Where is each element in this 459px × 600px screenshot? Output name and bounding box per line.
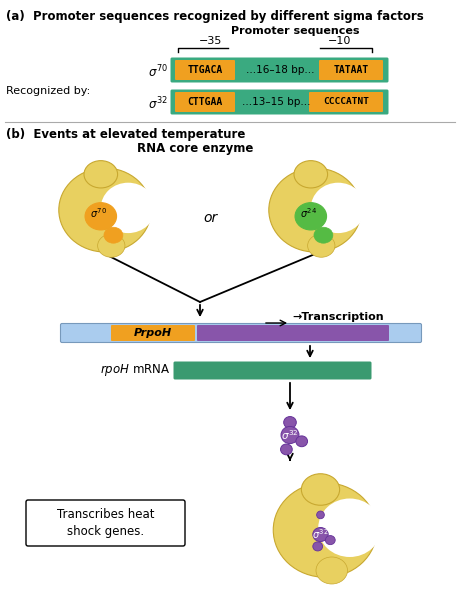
FancyBboxPatch shape (26, 500, 185, 546)
Text: $\sigma^{70}$: $\sigma^{70}$ (90, 206, 107, 220)
Ellipse shape (325, 536, 335, 545)
Ellipse shape (273, 483, 376, 577)
Ellipse shape (310, 182, 364, 233)
Text: Promoter sequences: Promoter sequences (230, 26, 358, 36)
Ellipse shape (268, 168, 360, 252)
Text: Recognized by:: Recognized by: (6, 86, 90, 96)
Text: TTGACA: TTGACA (187, 65, 222, 75)
Ellipse shape (295, 436, 307, 446)
FancyBboxPatch shape (318, 60, 382, 80)
Text: $\it{rpoH}$ mRNA: $\it{rpoH}$ mRNA (100, 362, 170, 379)
Ellipse shape (315, 557, 347, 584)
FancyBboxPatch shape (173, 361, 371, 379)
Ellipse shape (84, 161, 118, 188)
Text: −10: −10 (328, 36, 351, 46)
Ellipse shape (280, 444, 291, 455)
Ellipse shape (280, 427, 298, 443)
Ellipse shape (294, 203, 326, 230)
FancyBboxPatch shape (174, 60, 235, 80)
Text: PrpoH: PrpoH (134, 328, 172, 338)
FancyBboxPatch shape (170, 89, 388, 115)
Text: CTTGAA: CTTGAA (187, 97, 222, 107)
Ellipse shape (293, 161, 327, 188)
Ellipse shape (307, 234, 334, 257)
FancyBboxPatch shape (196, 325, 388, 341)
Text: RNA core enzyme: RNA core enzyme (136, 142, 252, 155)
Text: or: or (202, 211, 217, 225)
FancyBboxPatch shape (170, 58, 388, 82)
FancyBboxPatch shape (61, 323, 420, 343)
Ellipse shape (85, 203, 116, 230)
Ellipse shape (97, 234, 125, 257)
Ellipse shape (312, 542, 322, 551)
Text: ...16–18 bp...: ...16–18 bp... (245, 65, 313, 75)
Ellipse shape (59, 168, 151, 252)
Ellipse shape (318, 499, 381, 557)
Ellipse shape (283, 416, 296, 428)
Text: $\sigma^{32}$: $\sigma^{32}$ (280, 428, 298, 442)
FancyBboxPatch shape (308, 92, 382, 112)
Ellipse shape (312, 527, 327, 541)
FancyBboxPatch shape (111, 325, 195, 341)
Ellipse shape (301, 474, 339, 505)
Ellipse shape (313, 227, 332, 243)
Text: (b)  Events at elevated temperature: (b) Events at elevated temperature (6, 128, 245, 141)
Text: $\sigma^{70}$: $\sigma^{70}$ (148, 64, 168, 80)
Text: ...13–15 bp...: ...13–15 bp... (241, 97, 309, 107)
Text: $\sigma^{24}$: $\sigma^{24}$ (300, 206, 317, 220)
Text: Transcribes heat
shock genes.: Transcribes heat shock genes. (56, 508, 154, 538)
Text: $\sigma^{32}$: $\sigma^{32}$ (312, 527, 328, 541)
Text: $\sigma^{32}$: $\sigma^{32}$ (148, 95, 168, 112)
Ellipse shape (101, 182, 155, 233)
Text: (a)  Promoter sequences recognized by different sigma factors: (a) Promoter sequences recognized by dif… (6, 10, 423, 23)
Ellipse shape (316, 511, 324, 519)
Ellipse shape (104, 227, 123, 243)
Text: →Transcription: →Transcription (291, 312, 383, 322)
FancyBboxPatch shape (174, 92, 235, 112)
Text: TATAAT: TATAAT (333, 65, 368, 75)
Text: CCCCATNT: CCCCATNT (322, 97, 368, 107)
Text: −35: −35 (199, 36, 222, 46)
